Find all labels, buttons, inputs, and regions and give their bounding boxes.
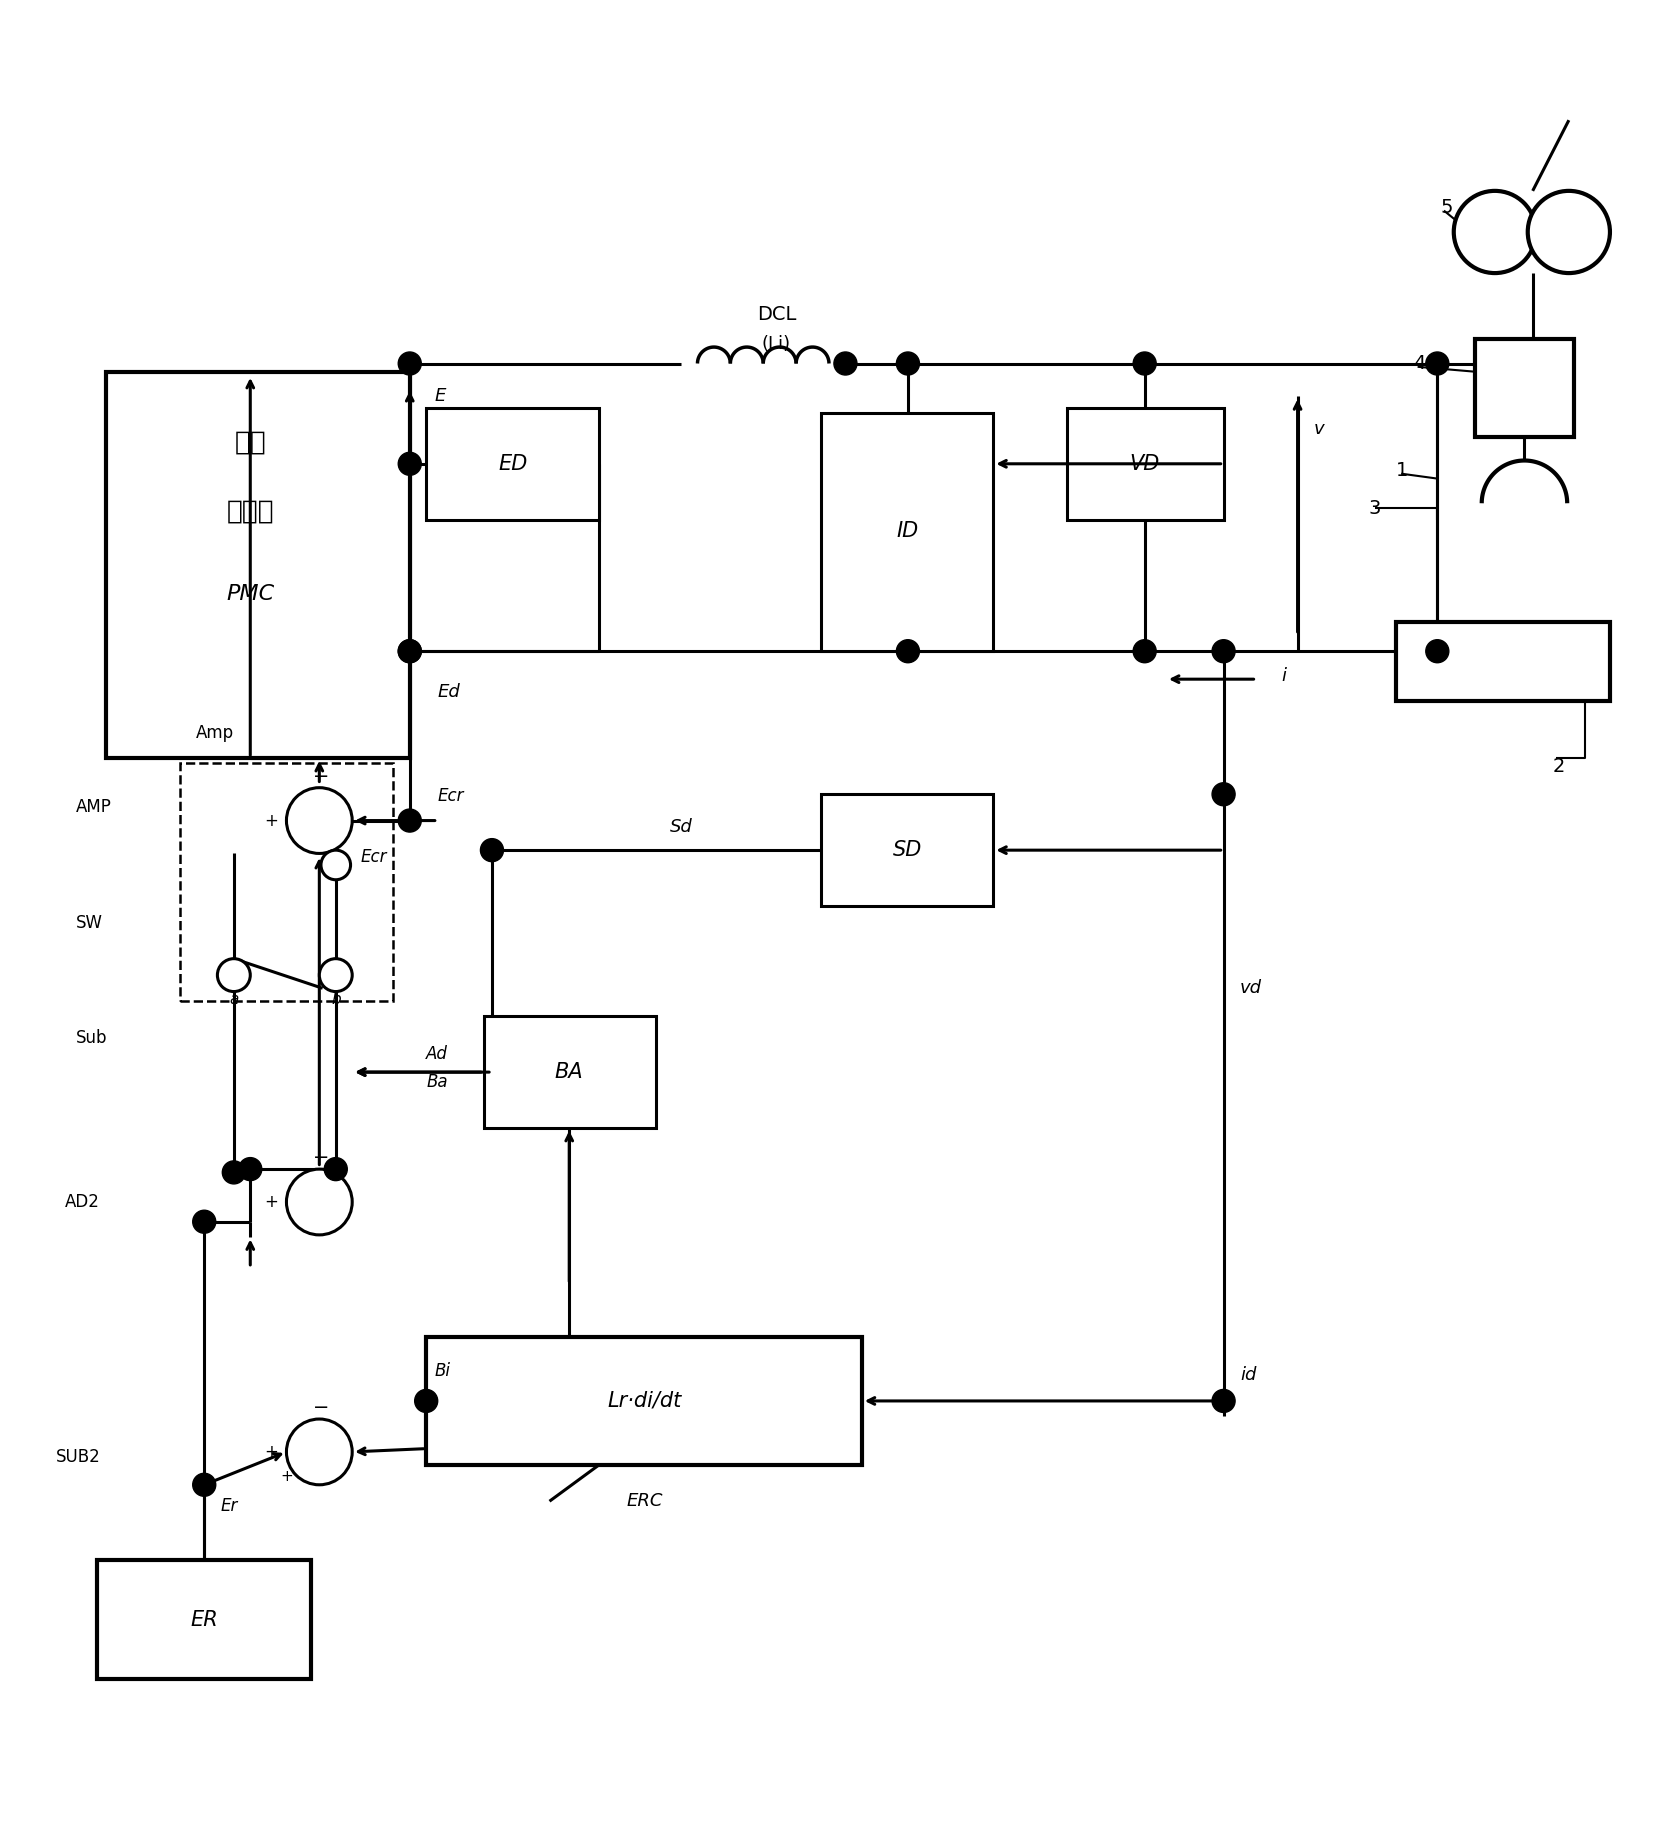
Text: Sd: Sd bbox=[669, 817, 693, 836]
Text: Bi: Bi bbox=[434, 1362, 451, 1380]
Circle shape bbox=[1211, 782, 1234, 806]
Text: (Li): (Li) bbox=[761, 334, 790, 352]
Text: i: i bbox=[1281, 666, 1286, 684]
Text: AMP: AMP bbox=[76, 799, 111, 815]
Circle shape bbox=[896, 640, 920, 662]
Text: Er: Er bbox=[220, 1496, 239, 1515]
Bar bbox=[820, 793, 993, 906]
Circle shape bbox=[398, 640, 421, 662]
Bar bbox=[98, 1561, 312, 1679]
Circle shape bbox=[1453, 190, 1534, 273]
Text: −: − bbox=[313, 768, 330, 786]
Text: −: − bbox=[313, 1148, 330, 1168]
Circle shape bbox=[217, 959, 250, 991]
Circle shape bbox=[1526, 190, 1609, 273]
Circle shape bbox=[287, 1170, 351, 1234]
Text: Amp: Amp bbox=[196, 725, 234, 742]
Text: PMC: PMC bbox=[225, 583, 273, 603]
Bar bbox=[484, 1017, 656, 1127]
Circle shape bbox=[833, 352, 857, 375]
Text: Ecr: Ecr bbox=[437, 788, 464, 804]
Text: v: v bbox=[1314, 421, 1324, 439]
Circle shape bbox=[325, 1157, 346, 1181]
Circle shape bbox=[1211, 640, 1234, 662]
Circle shape bbox=[1211, 1389, 1234, 1413]
Text: −: − bbox=[313, 1399, 330, 1417]
Bar bbox=[1475, 339, 1572, 437]
Bar bbox=[106, 371, 409, 758]
Text: b: b bbox=[331, 993, 340, 1007]
Circle shape bbox=[287, 1419, 351, 1485]
Text: SD: SD bbox=[893, 839, 921, 860]
Text: +: + bbox=[265, 1194, 278, 1210]
Bar bbox=[426, 1338, 862, 1465]
Circle shape bbox=[896, 352, 920, 375]
Text: a: a bbox=[229, 993, 239, 1007]
Text: 5: 5 bbox=[1440, 197, 1452, 218]
Text: 3: 3 bbox=[1367, 498, 1380, 518]
Text: 电源: 电源 bbox=[234, 430, 267, 456]
Text: +: + bbox=[265, 812, 278, 830]
Text: SW: SW bbox=[76, 913, 103, 932]
Text: VD: VD bbox=[1128, 454, 1160, 474]
Text: ER: ER bbox=[191, 1609, 219, 1629]
Text: Ba: Ba bbox=[426, 1074, 447, 1090]
Circle shape bbox=[192, 1474, 215, 1496]
Text: 2: 2 bbox=[1551, 756, 1564, 775]
Text: id: id bbox=[1239, 1365, 1256, 1384]
Text: +: + bbox=[265, 1443, 278, 1461]
Text: AD2: AD2 bbox=[65, 1194, 99, 1210]
Bar bbox=[426, 408, 598, 520]
Bar bbox=[1395, 622, 1609, 701]
Text: Sub: Sub bbox=[76, 1030, 108, 1046]
Bar bbox=[179, 764, 393, 1002]
Circle shape bbox=[1132, 352, 1155, 375]
Circle shape bbox=[239, 1157, 262, 1181]
Circle shape bbox=[398, 640, 421, 662]
Circle shape bbox=[1425, 352, 1448, 375]
Text: BA: BA bbox=[555, 1063, 583, 1083]
Circle shape bbox=[481, 839, 504, 862]
Circle shape bbox=[398, 452, 421, 476]
Circle shape bbox=[222, 1161, 245, 1184]
Text: SUB2: SUB2 bbox=[56, 1448, 101, 1465]
Bar bbox=[820, 413, 993, 651]
Text: Ecr: Ecr bbox=[360, 847, 386, 865]
Text: DCL: DCL bbox=[756, 304, 795, 323]
Text: E: E bbox=[434, 387, 446, 406]
Text: ID: ID bbox=[896, 520, 918, 541]
Text: Ad: Ad bbox=[426, 1044, 447, 1063]
Circle shape bbox=[1425, 640, 1448, 662]
Text: vd: vd bbox=[1239, 980, 1261, 998]
Text: 1: 1 bbox=[1395, 461, 1408, 480]
Circle shape bbox=[398, 810, 421, 832]
Circle shape bbox=[1132, 640, 1155, 662]
Circle shape bbox=[320, 959, 351, 991]
Text: 主电路: 主电路 bbox=[227, 498, 273, 524]
Text: ERC: ERC bbox=[626, 1493, 663, 1511]
Text: Lr·di/dt: Lr·di/dt bbox=[608, 1391, 681, 1411]
Text: +: + bbox=[280, 1469, 293, 1483]
Text: Ed: Ed bbox=[437, 683, 461, 701]
Circle shape bbox=[192, 1210, 215, 1232]
Circle shape bbox=[398, 352, 421, 375]
Text: 4: 4 bbox=[1412, 354, 1423, 373]
Bar bbox=[1067, 408, 1223, 520]
Circle shape bbox=[321, 851, 350, 880]
Text: ED: ED bbox=[499, 454, 527, 474]
Circle shape bbox=[287, 788, 351, 854]
Circle shape bbox=[414, 1389, 437, 1413]
